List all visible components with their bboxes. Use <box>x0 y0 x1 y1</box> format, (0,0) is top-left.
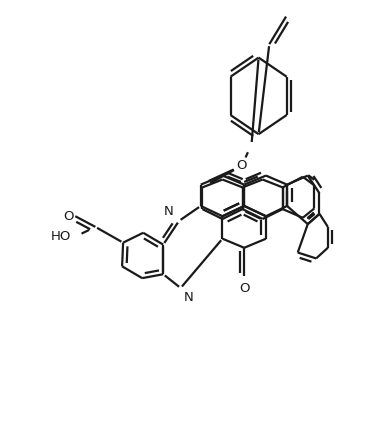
Text: N: N <box>184 291 194 304</box>
Text: HO: HO <box>51 230 71 243</box>
Text: O: O <box>239 282 250 295</box>
Text: O: O <box>237 159 247 172</box>
Text: N: N <box>164 205 174 218</box>
Text: O: O <box>63 210 73 223</box>
